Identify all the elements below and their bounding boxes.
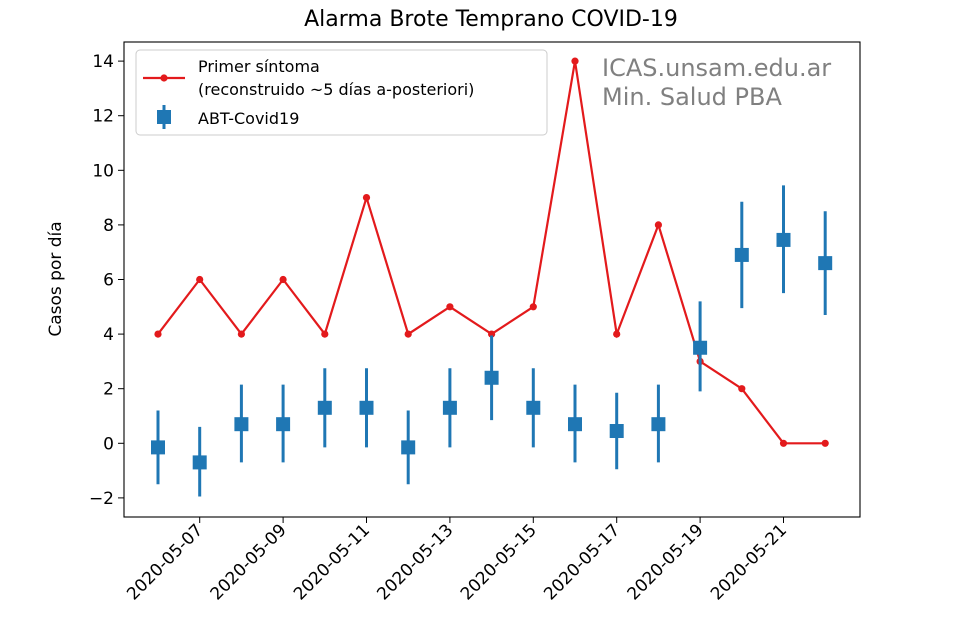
legend: Primer síntoma (reconstruido ~5 días a-p…	[135, 49, 548, 136]
y-tick-label: −2	[89, 489, 114, 509]
watermark-line-1: ICAS.unsam.edu.ar	[602, 54, 831, 82]
x-tick-label: 2020-05-09	[207, 520, 291, 604]
abt-covid19-point	[693, 340, 708, 355]
abt-covid19-point	[484, 370, 499, 385]
x-tick-label: 2020-05-21	[707, 520, 791, 604]
plot-area	[151, 57, 833, 497]
primer-sintoma-point	[613, 330, 621, 338]
x-tick-label: 2020-05-19	[624, 520, 708, 604]
primer-sintoma-point	[488, 330, 496, 338]
primer-sintoma-point	[654, 221, 663, 229]
primer-sintoma-point	[738, 385, 746, 393]
primer-sintoma-point	[154, 330, 162, 338]
abt-covid19-point	[651, 417, 666, 432]
chart-title: Alarma Brote Temprano COVID-19	[304, 7, 678, 32]
y-tick-label: 12	[92, 107, 114, 127]
abt-covid19-point	[401, 440, 416, 455]
y-tick-label: 8	[103, 216, 114, 236]
y-tick-label: 10	[92, 161, 114, 181]
primer-sintoma-point	[279, 275, 287, 284]
primer-sintoma-point	[404, 330, 412, 338]
y-tick-label: 14	[92, 52, 114, 72]
y-axis-label: Casos por día	[46, 221, 66, 336]
watermark-line-2: Min. Salud PBA	[602, 83, 782, 111]
primer-sintoma-point	[237, 330, 245, 338]
abt-covid19-point	[442, 400, 457, 415]
primer-sintoma-point	[362, 194, 371, 202]
primer-sintoma-point	[571, 57, 579, 65]
primer-sintoma-point	[821, 439, 829, 447]
y-tick-label: 0	[103, 434, 114, 454]
primer-sintoma-point	[321, 330, 329, 338]
legend-label-primer-sintoma: Primer síntoma	[198, 57, 320, 76]
x-tick-label: 2020-05-13	[373, 520, 457, 604]
y-tick-label: 4	[103, 325, 114, 345]
x-tick-label: 2020-05-17	[540, 520, 624, 604]
abt-covid19-point	[151, 440, 165, 455]
legend-label-reconstruido: (reconstruido ~5 días a-posteriori)	[198, 80, 474, 99]
legend-box	[135, 49, 548, 136]
abt-covid19-point	[818, 256, 833, 271]
x-tick-label: 2020-05-07	[123, 520, 207, 604]
abt-covid19-point	[568, 417, 582, 432]
abt-covid19-point	[359, 400, 374, 415]
primer-sintoma-point	[196, 275, 204, 284]
abt-covid19-point	[609, 424, 624, 439]
y-tick-label: 2	[103, 380, 114, 400]
abt-covid19-point	[276, 417, 291, 432]
x-tick-label: 2020-05-15	[457, 520, 541, 604]
x-tick-label: 2020-05-11	[290, 520, 374, 604]
abt-covid19-point	[734, 247, 749, 262]
abt-covid19-point	[192, 455, 207, 470]
abt-covid19-point	[526, 400, 541, 415]
abt-covid19-point	[776, 232, 791, 247]
legend-label-abt-covid19: ABT-Covid19	[198, 109, 299, 128]
abt-covid19-point	[317, 400, 332, 415]
y-tick-label: 6	[103, 271, 114, 291]
legend-square-marker	[157, 110, 171, 124]
abt-covid19-point	[234, 417, 249, 432]
primer-sintoma-point	[529, 303, 537, 311]
legend-line-marker	[160, 74, 168, 82]
primer-sintoma-point	[446, 303, 454, 311]
primer-sintoma-point	[779, 439, 788, 447]
